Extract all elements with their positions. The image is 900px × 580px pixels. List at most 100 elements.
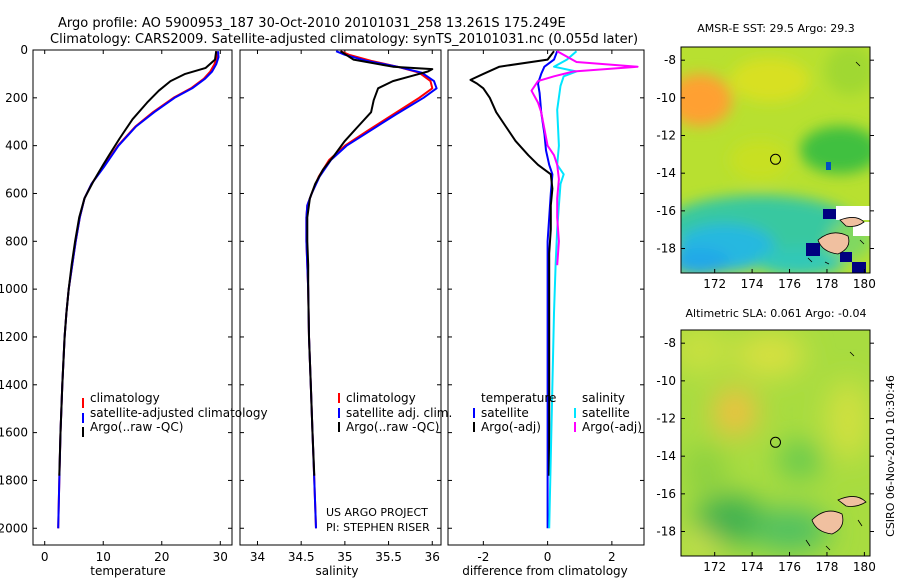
temperature-lines xyxy=(57,51,220,529)
difference-legend: temperature salinity satellite Argo(-adj… xyxy=(473,391,642,434)
x-tick-label: -2 xyxy=(477,550,489,564)
sst-map-ticks: 172 174 176 178 180 -8 -10 -12 -14 -16 -18 xyxy=(656,53,875,291)
series-line-satellite-adj-clim xyxy=(305,50,438,529)
sla-map-title: Altimetric SLA: 0.061 Argo: -0.04 xyxy=(686,307,867,320)
sst-masked-cell xyxy=(836,206,870,220)
sla-map-panel: Altimetric SLA: 0.061 Argo: -0.04 172 174… xyxy=(656,307,875,574)
temperature-ticks: 0 10 20 30 0 200 400 600 800 1000 1200 1400 1600 1800… xyxy=(0,43,232,564)
y-tick-label: -14 xyxy=(656,166,676,180)
y-tick-label: 0 xyxy=(20,43,28,57)
argo-float-marker xyxy=(770,436,781,448)
difference-xlabel: difference from climatology xyxy=(462,564,628,578)
y-tick-label: -12 xyxy=(656,412,676,426)
y-tick-label: 600 xyxy=(5,186,28,200)
y-tick-label: 2000 xyxy=(0,521,28,535)
x-tick-label: 172 xyxy=(703,560,726,574)
y-tick-label: -18 xyxy=(656,525,676,539)
y-tick-label: -8 xyxy=(664,336,676,350)
x-tick-label: 176 xyxy=(778,560,801,574)
salinity-axes-frame xyxy=(239,49,442,546)
sla-map-frame xyxy=(680,329,871,557)
x-tick-label: 178 xyxy=(816,277,839,291)
x-tick-label: 178 xyxy=(816,560,839,574)
series-line-temperature-satellite xyxy=(537,50,559,529)
series-line-temperature-argo-adj xyxy=(469,50,555,476)
island-vanua-levu-icon xyxy=(839,217,865,227)
temperature-legend: climatology satellite-adjusted climatolo… xyxy=(82,391,268,437)
series-line-argo-raw-qc xyxy=(58,51,218,476)
sst-field xyxy=(681,47,870,273)
x-tick-label: 172 xyxy=(703,277,726,291)
sla-blobs xyxy=(681,330,870,556)
salinity-legend: climatology satellite adj. clim. Argo(..… xyxy=(338,391,452,434)
difference-lines xyxy=(469,50,639,529)
legend-label-climatology: climatology xyxy=(346,391,416,405)
island-vanua-levu-icon xyxy=(837,496,867,507)
sst-masked-cell xyxy=(826,162,831,170)
series-line-climatology xyxy=(305,50,434,529)
salinity-ticks: 34 34.5 35 35.5 36 xyxy=(240,49,441,564)
difference-axes-frame xyxy=(447,49,645,546)
y-tick-label: 1600 xyxy=(0,426,28,440)
y-tick-label: 1200 xyxy=(0,330,28,344)
sst-map-panel: AMSR-E SST: 29.5 Argo: 29.3 xyxy=(656,22,875,291)
y-tick-label: -18 xyxy=(656,242,676,256)
temperature-panel: 0 10 20 30 0 200 400 600 800 1000 1200 1400 1600 1800… xyxy=(0,43,268,578)
island-fiji-icon xyxy=(817,232,850,255)
legend-label-satellite-adjusted: satellite-adjusted climatology xyxy=(90,406,268,420)
x-tick-label: 2 xyxy=(608,550,616,564)
header-line-1: Argo profile: AO 5900953_187 30-Oct-2010… xyxy=(58,16,566,31)
legend-label-temp-satellite: satellite xyxy=(481,406,529,420)
x-tick-label: 176 xyxy=(778,277,801,291)
y-tick-label: -8 xyxy=(664,53,676,67)
y-tick-label: 200 xyxy=(5,91,28,105)
difference-ticks: -2 0 2 xyxy=(448,49,644,564)
legend-label-argo: Argo(..raw -QC) xyxy=(346,420,439,434)
legend-label-climatology: climatology xyxy=(90,391,160,405)
y-tick-label: 800 xyxy=(5,234,28,248)
reef-outline-icon xyxy=(805,351,863,551)
y-tick-label: -10 xyxy=(656,91,676,105)
sla-field xyxy=(681,330,870,556)
x-tick-label: 36 xyxy=(425,550,440,564)
series-line-argo-raw-qc xyxy=(306,50,434,476)
legend-title-temperature: temperature xyxy=(481,391,556,405)
header-line-2: Climatology: CARS2009. Satellite-adjuste… xyxy=(50,32,638,47)
x-tick-label: 35 xyxy=(337,550,352,564)
legend-label-sal-argo: Argo(-adj) xyxy=(582,420,642,434)
x-tick-label: 0 xyxy=(544,550,552,564)
x-tick-label: 35.5 xyxy=(375,550,402,564)
salinity-panel: 34 34.5 35 35.5 36 salinity climatology sate… xyxy=(239,49,452,578)
series-line-climatology xyxy=(57,51,218,529)
x-tick-label: 10 xyxy=(96,550,111,564)
y-tick-label: -14 xyxy=(656,449,676,463)
x-tick-label: 30 xyxy=(213,550,228,564)
y-tick-label: -16 xyxy=(656,204,676,218)
y-tick-label: 1400 xyxy=(0,378,28,392)
sst-masked-cell xyxy=(806,243,820,256)
x-tick-label: 0 xyxy=(41,550,49,564)
sst-masked-cell xyxy=(852,262,866,273)
y-tick-label: 400 xyxy=(5,139,28,153)
series-line-satellite-adjusted-climatology xyxy=(57,51,220,529)
legend-label-sal-satellite: satellite xyxy=(582,406,630,420)
x-tick-label: 34 xyxy=(250,550,265,564)
argo-float-marker xyxy=(770,153,781,165)
difference-panel: -2 0 2 difference from climatology tempera… xyxy=(447,49,645,578)
sst-map-title: AMSR-E SST: 29.5 Argo: 29.3 xyxy=(697,22,855,35)
reef-outline-icon xyxy=(807,61,865,265)
csiro-timestamp: CSIRO 06-Nov-2010 10:30:46 xyxy=(884,375,897,537)
y-tick-label: 1800 xyxy=(0,473,28,487)
legend-label-satellite-adj: satellite adj. clim. xyxy=(346,406,452,420)
series-line-salinity-argo-adj xyxy=(530,50,639,266)
sst-masked-cell xyxy=(823,209,836,219)
x-tick-label: 180 xyxy=(853,277,876,291)
y-tick-label: -10 xyxy=(656,374,676,388)
sst-masked-cell xyxy=(840,252,852,262)
sst-map-frame xyxy=(680,46,871,274)
legend-label-temp-argo: Argo(-adj) xyxy=(481,420,541,434)
salinity-xlabel: salinity xyxy=(315,564,358,578)
x-tick-label: 20 xyxy=(154,550,169,564)
credit-pi: PI: STEPHEN RISER xyxy=(326,521,430,534)
